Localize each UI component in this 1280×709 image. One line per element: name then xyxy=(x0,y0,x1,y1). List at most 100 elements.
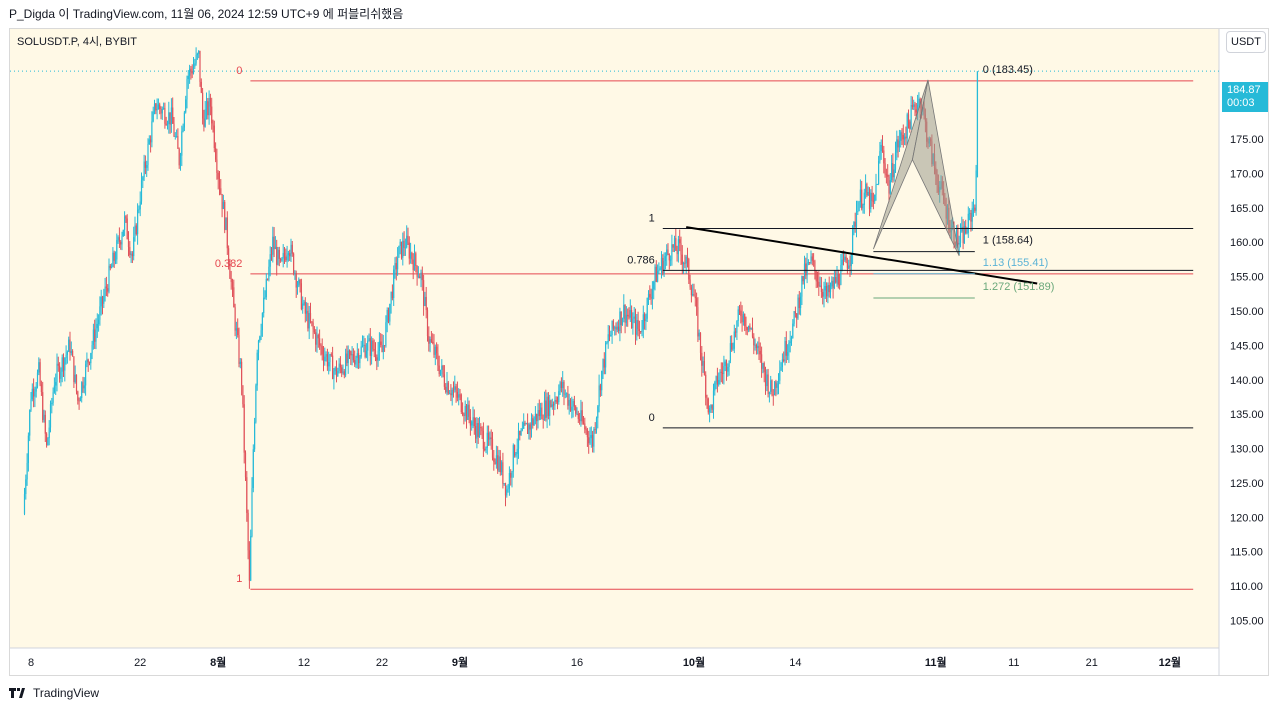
candle-body xyxy=(190,68,192,72)
fib-black-level-label: 1 xyxy=(649,212,655,224)
candle-body xyxy=(694,296,696,299)
candle-body xyxy=(456,391,458,398)
candle-body xyxy=(415,253,417,266)
candle-body xyxy=(452,389,455,391)
candle-body xyxy=(90,353,92,364)
candle-body xyxy=(129,246,131,255)
candle-body xyxy=(651,289,653,299)
candle-body xyxy=(87,359,89,363)
candle-body xyxy=(408,242,410,259)
candle-body xyxy=(777,380,780,384)
candle-body xyxy=(634,316,637,335)
candle-body xyxy=(536,413,538,422)
harmonic-pattern-bcd[interactable] xyxy=(911,79,960,257)
candle-body xyxy=(205,101,208,110)
candle-body xyxy=(419,276,421,279)
candle-body xyxy=(46,433,48,446)
candle-body xyxy=(74,374,76,383)
candle-body xyxy=(430,339,432,342)
candle-body xyxy=(307,310,309,329)
candle-body xyxy=(554,399,556,406)
candle-body xyxy=(763,363,765,373)
candle-body xyxy=(380,341,382,345)
candle-body xyxy=(679,239,681,244)
candle-body xyxy=(722,372,724,374)
candle-body xyxy=(780,366,782,371)
candle-body xyxy=(126,218,128,240)
candle-body xyxy=(59,365,61,379)
candles[interactable] xyxy=(23,47,977,589)
candle-body xyxy=(915,109,917,113)
symbol-label: SOLUSDT.P, 4시, BYBIT xyxy=(17,36,137,48)
candle-body xyxy=(576,413,578,415)
candle-body xyxy=(152,111,154,122)
candle-body xyxy=(367,340,369,351)
candle-body xyxy=(566,393,568,395)
candle-body xyxy=(892,163,894,178)
candle-body xyxy=(137,209,139,235)
candle-body xyxy=(646,297,648,319)
candle-body xyxy=(524,422,526,424)
candle-body xyxy=(493,457,495,462)
candle-body xyxy=(540,407,542,417)
candle-body xyxy=(664,256,666,262)
candle-body xyxy=(94,329,96,342)
candle-body xyxy=(585,429,587,431)
candle-body xyxy=(359,356,361,364)
candle-body xyxy=(60,371,62,379)
candle-body xyxy=(555,399,557,402)
candle-body xyxy=(512,445,514,472)
candle-body xyxy=(109,265,111,269)
candle-body xyxy=(250,536,252,581)
candle-body xyxy=(108,265,110,292)
candle-body xyxy=(451,389,453,396)
candle-body xyxy=(182,127,184,132)
candle-body xyxy=(537,410,539,422)
candle-body xyxy=(69,339,71,353)
x-tick-label: 22 xyxy=(134,657,146,669)
candle-body xyxy=(602,359,604,371)
candle-body xyxy=(169,112,171,125)
candle-body xyxy=(437,353,439,366)
candle-body xyxy=(549,400,551,416)
y-tick-label: 155.00 xyxy=(1230,272,1264,284)
candle-body xyxy=(970,213,972,222)
candle-body xyxy=(862,204,864,209)
candle-body xyxy=(413,253,416,271)
candle-body xyxy=(567,393,569,406)
candle-body xyxy=(170,107,172,125)
candle-body xyxy=(628,316,630,318)
candle-body xyxy=(221,194,223,210)
candle-body xyxy=(896,139,898,153)
candle-body xyxy=(220,188,222,195)
candle-body xyxy=(458,394,460,398)
candle-body xyxy=(605,342,607,368)
candle-body xyxy=(387,309,390,322)
candle-body xyxy=(365,350,367,357)
candle-body xyxy=(326,354,328,367)
candle-body xyxy=(276,246,278,265)
candle-body xyxy=(871,192,873,201)
candle-body xyxy=(499,456,501,473)
candle-body xyxy=(23,494,26,514)
candle-body xyxy=(425,296,427,311)
candle-body xyxy=(563,381,565,395)
plot-background[interactable] xyxy=(10,29,1219,648)
candle-body xyxy=(464,405,466,416)
candle-body xyxy=(343,371,345,376)
candle-body xyxy=(486,432,488,448)
footer[interactable]: TradingView xyxy=(9,684,99,702)
candle-body xyxy=(47,438,49,446)
candle-body xyxy=(621,318,624,326)
candle-body xyxy=(189,68,191,76)
candle-body xyxy=(601,370,603,391)
currency-button[interactable]: USDT xyxy=(1226,31,1266,53)
candle-body xyxy=(515,453,517,456)
candle-body xyxy=(556,401,559,403)
trendline[interactable] xyxy=(686,226,1038,285)
candle-body xyxy=(131,253,133,257)
candle-body xyxy=(398,245,400,258)
candle-body xyxy=(304,301,306,314)
candle-body xyxy=(508,473,510,489)
